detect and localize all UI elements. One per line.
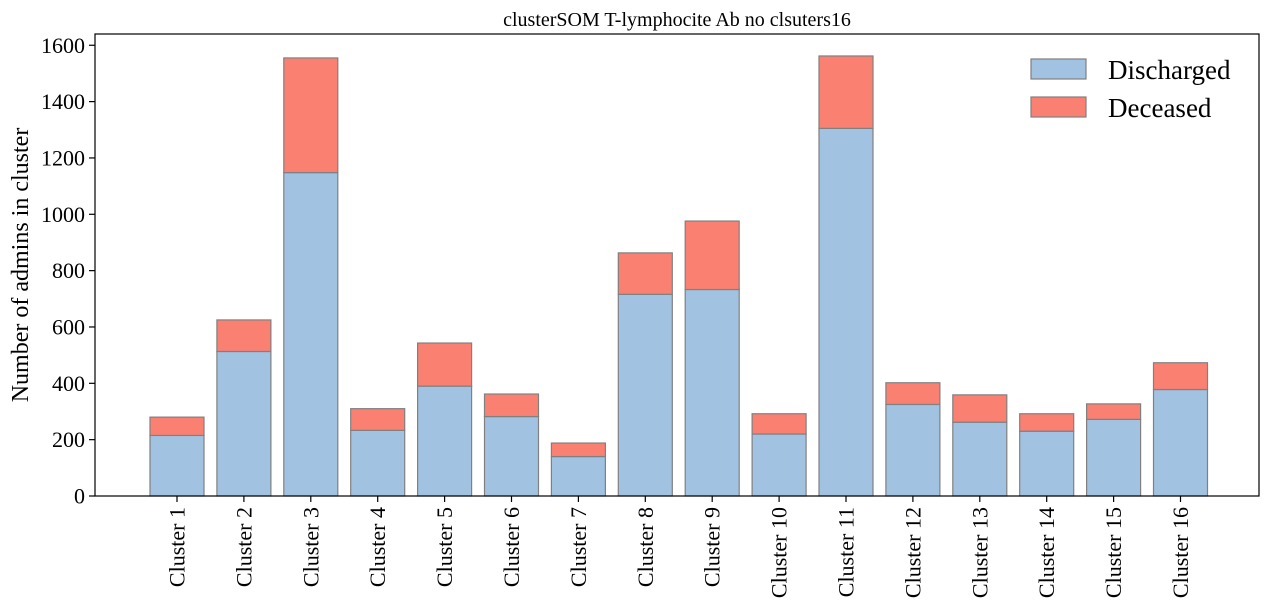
bar-discharged-1 (149, 434, 205, 497)
legend: Discharged Deceased (1030, 55, 1231, 123)
y-tick-label: 0 (74, 484, 85, 509)
bar-discharged-11 (818, 127, 874, 497)
x-axis: Cluster 1 Cluster 2 Cluster 3 Cluster 4 Clus… (165, 496, 1193, 598)
bar-discharged-4 (350, 429, 406, 497)
y-tick-label: 1400 (41, 89, 85, 114)
y-tick-label: 800 (52, 258, 85, 283)
y-tick-label: 400 (52, 371, 85, 396)
bar-deceased-5 (417, 342, 473, 387)
x-tick-label: Cluster 5 (432, 507, 457, 587)
bar-discharged-16 (1152, 388, 1209, 497)
bar-deceased-2 (216, 319, 272, 353)
bar-deceased-13 (952, 394, 1008, 423)
x-tick-label: Cluster 7 (566, 507, 591, 587)
bar-discharged-3 (283, 172, 339, 497)
chart-title: clusterSOM T-lymphocite Ab no clsuters16 (503, 9, 851, 31)
bar-discharged-7 (550, 455, 607, 497)
x-tick-label: Cluster 13 (967, 507, 992, 598)
bar-discharged-6 (483, 415, 540, 497)
bar-deceased-15 (1085, 403, 1142, 420)
x-tick-label: Cluster 1 (165, 507, 190, 587)
x-tick-label: Cluster 14 (1034, 507, 1059, 598)
x-tick-label: Cluster 15 (1101, 507, 1126, 598)
x-tick-label: Cluster 10 (767, 507, 792, 598)
bar-deceased-6 (483, 393, 540, 418)
bar-deceased-3 (283, 57, 339, 174)
bar-deceased-10 (751, 413, 807, 435)
bar-discharged-10 (751, 433, 807, 497)
bar-deceased-12 (885, 382, 941, 406)
x-tick-label: Cluster 4 (365, 507, 390, 587)
x-tick-label: Cluster 6 (499, 507, 524, 587)
y-tick-label: 1000 (41, 202, 85, 227)
bar-discharged-13 (952, 421, 1008, 497)
y-tick-label: 1200 (41, 145, 85, 170)
bar-discharged-2 (216, 350, 272, 497)
bar-deceased-7 (550, 442, 607, 458)
y-tick-label: 600 (52, 314, 85, 339)
x-tick-label: Cluster 12 (900, 507, 925, 598)
bar-discharged-9 (684, 288, 740, 497)
x-tick-label: Cluster 11 (834, 507, 859, 597)
y-axis-label: Number of admins in cluster (8, 128, 34, 403)
bar-deceased-9 (684, 220, 740, 291)
y-axis: 0 200 400 600 800 1000 1200 1400 1600 (41, 33, 95, 509)
x-tick-label: Cluster 8 (633, 507, 658, 587)
legend-label-discharged: Discharged (1108, 55, 1231, 85)
legend-swatch-deceased (1030, 96, 1087, 118)
legend-swatch-discharged (1030, 58, 1087, 80)
bars-group (149, 55, 1209, 497)
bar-discharged-15 (1085, 418, 1142, 497)
x-tick-label: Cluster 16 (1168, 507, 1193, 598)
bar-deceased-14 (1019, 413, 1075, 432)
x-tick-label: Cluster 3 (298, 507, 323, 587)
x-tick-label: Cluster 2 (231, 507, 256, 587)
legend-label-deceased: Deceased (1108, 93, 1212, 123)
bar-deceased-1 (149, 416, 205, 437)
bar-deceased-11 (818, 55, 874, 129)
y-tick-label: 1600 (41, 33, 85, 58)
plot-frame (94, 33, 1260, 497)
bar-deceased-16 (1152, 362, 1209, 391)
bar-discharged-8 (617, 293, 673, 497)
bar-deceased-4 (350, 408, 406, 431)
y-tick-label: 200 (52, 427, 85, 452)
bar-deceased-8 (617, 252, 673, 295)
x-tick-label: Cluster 9 (700, 507, 725, 587)
bar-discharged-5 (417, 385, 473, 497)
bar-discharged-12 (885, 403, 941, 497)
bar-discharged-14 (1019, 430, 1075, 497)
